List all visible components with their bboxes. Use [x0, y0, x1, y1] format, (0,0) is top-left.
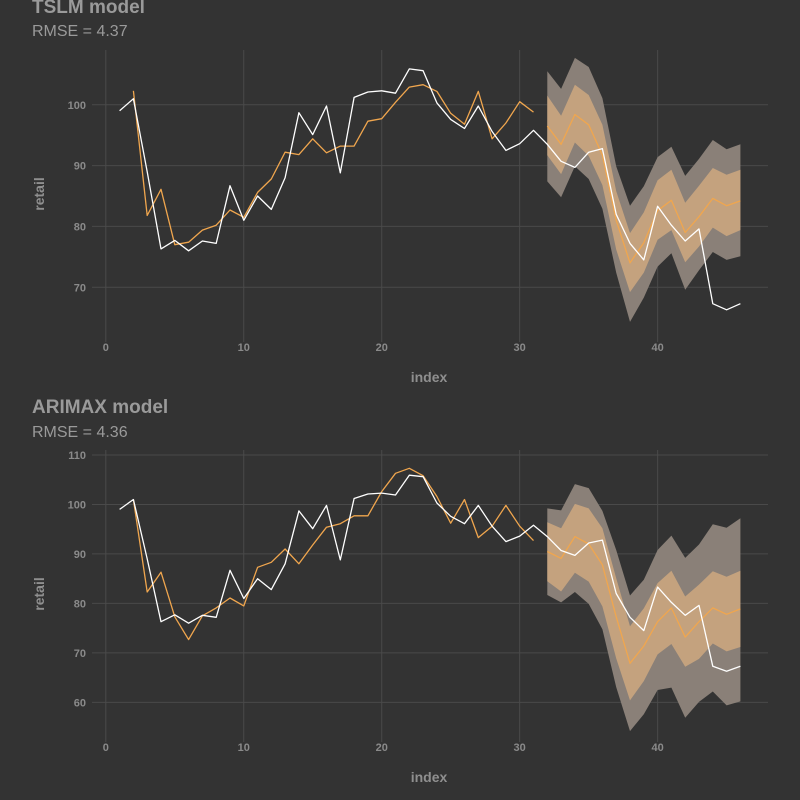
x-tick-label: 20: [376, 342, 388, 354]
y-tick-label: 110: [68, 450, 86, 462]
plot-area: 0 10 20 30 40 60 70 80 90 100 110: [68, 450, 768, 754]
arimax-panel: ARIMAX model RMSE = 4.36 0 10 20 30 40 60 70 80…: [31, 397, 768, 785]
x-axis-label: index: [411, 369, 448, 385]
actual-line: [119, 474, 741, 672]
y-axis-label: retail: [31, 177, 47, 210]
y-tick-label: 90: [74, 161, 86, 173]
y-tick-label: 80: [74, 221, 86, 233]
x-tick-label: 10: [238, 342, 250, 354]
y-axis-label: retail: [31, 577, 47, 610]
forecast-band-inner: [547, 503, 741, 701]
fitted-line: [132, 467, 534, 641]
forecast-band-inner: [547, 84, 741, 293]
y-tick-label: 90: [74, 549, 86, 561]
panel-title: ARIMAX model: [32, 397, 168, 418]
y-tick-label: 100: [68, 499, 86, 511]
y-tick-label: 100: [68, 100, 86, 112]
y-tick-label: 60: [74, 697, 86, 709]
x-tick-label: 30: [514, 742, 526, 754]
x-axis-label: index: [411, 769, 448, 785]
y-tick-label: 70: [74, 282, 86, 294]
x-tick-label: 10: [238, 742, 250, 754]
x-tick-label: 0: [103, 742, 109, 754]
panel-subtitle: RMSE = 4.36: [32, 424, 128, 441]
y-tick-label: 70: [74, 648, 86, 660]
forecast-line: [546, 113, 741, 264]
x-tick-label: 40: [652, 742, 664, 754]
x-tick-label: 30: [514, 342, 526, 354]
plot-area: 0 10 20 30 40 70 80 90 100: [68, 50, 768, 354]
actual-line: [119, 68, 741, 311]
panel-title: TSLM model: [32, 0, 145, 18]
fitted-line: [132, 84, 534, 246]
panel-subtitle: RMSE = 4.37: [32, 23, 128, 40]
tslm-panel: TSLM model RMSE = 4.37 0 10 20 30 40 70 80 90 10…: [31, 0, 768, 385]
forecast-line: [547, 535, 741, 664]
x-tick-label: 0: [103, 342, 109, 354]
x-tick-label: 40: [652, 342, 664, 354]
x-tick-label: 20: [376, 742, 388, 754]
y-tick-label: 80: [74, 598, 86, 610]
